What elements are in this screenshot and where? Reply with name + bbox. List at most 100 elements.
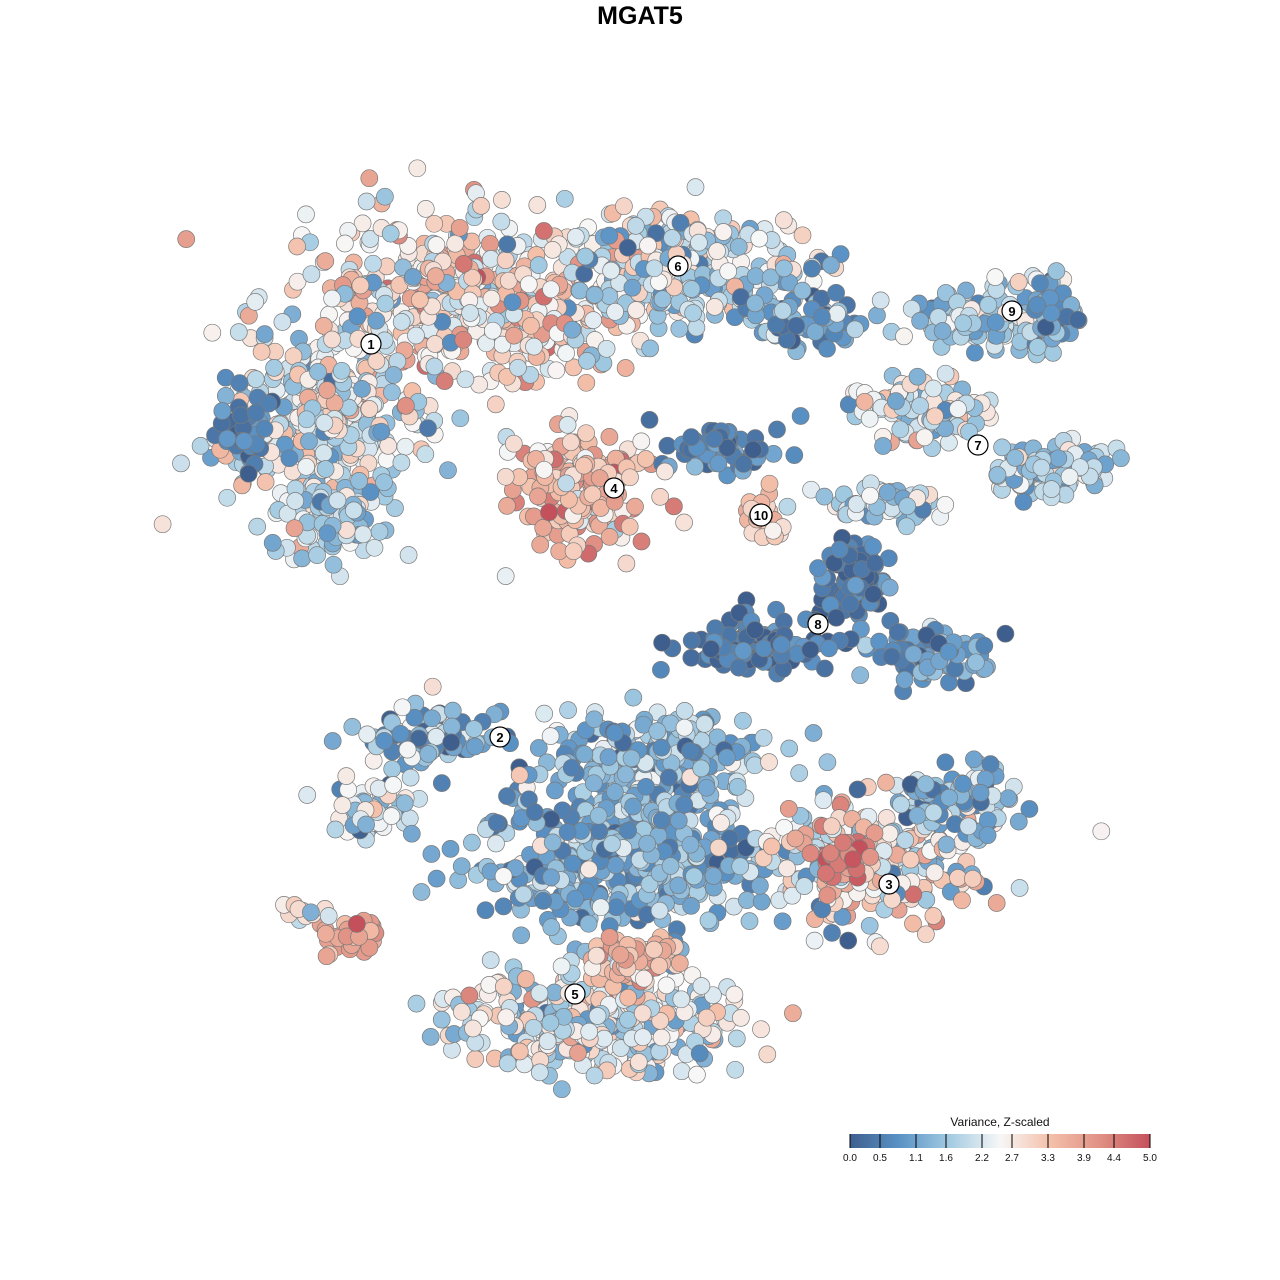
- cell-point: [719, 262, 738, 281]
- cell-point: [708, 242, 726, 260]
- cell-point: [645, 940, 663, 959]
- cell-point: [839, 931, 858, 950]
- cell-point: [653, 290, 672, 309]
- cell-point: [466, 737, 484, 756]
- cell-point: [880, 578, 899, 597]
- cell-point: [309, 363, 327, 381]
- cell-point: [671, 214, 690, 232]
- cell-point: [421, 1028, 440, 1046]
- cell-point: [563, 320, 582, 339]
- cell-point: [619, 821, 637, 840]
- cell-point: [246, 293, 265, 311]
- cell-point: [600, 226, 619, 245]
- cell-point: [697, 778, 716, 797]
- cell-point: [318, 524, 337, 543]
- cell-point: [360, 400, 379, 418]
- cell-point: [986, 313, 1005, 332]
- cell-point: [504, 434, 523, 453]
- cell-point: [302, 903, 320, 922]
- cell-point: [361, 483, 380, 501]
- cell-point: [218, 488, 237, 507]
- cell-point: [1006, 449, 1025, 467]
- cell-point: [172, 454, 190, 473]
- cell-point: [590, 822, 609, 841]
- cell-point: [333, 796, 352, 814]
- cell-point: [481, 951, 500, 969]
- cell-point: [386, 499, 404, 517]
- cell-point: [926, 407, 944, 426]
- legend-tick-label: 0.0: [843, 1153, 857, 1164]
- cell-point: [314, 444, 333, 462]
- cell-point: [425, 214, 444, 233]
- cell-point: [729, 658, 748, 677]
- cell-point: [514, 885, 533, 904]
- cell-point: [542, 868, 560, 887]
- cell-point: [1014, 493, 1033, 511]
- cell-point: [738, 891, 756, 909]
- cell-point: [987, 894, 1006, 912]
- cell-point: [410, 291, 429, 309]
- cell-point: [963, 869, 982, 888]
- cell-point: [486, 395, 505, 414]
- cell-point: [452, 857, 471, 876]
- cell-point: [357, 192, 376, 211]
- cell-point: [692, 759, 711, 778]
- cell-point: [632, 532, 651, 551]
- cell-point: [1092, 822, 1111, 841]
- cell-point: [616, 765, 635, 784]
- cell-point: [760, 753, 778, 771]
- cell-point: [988, 466, 1007, 484]
- cell-point: [652, 660, 670, 679]
- cell-point: [454, 330, 473, 349]
- cell-point: [535, 222, 553, 240]
- cell-point: [229, 323, 248, 341]
- cell-point: [326, 820, 345, 839]
- cell-point: [252, 342, 271, 361]
- cell-point: [585, 710, 604, 729]
- cell-point: [925, 863, 944, 882]
- cell-point: [868, 306, 886, 325]
- cell-point: [891, 420, 910, 439]
- cell-point: [439, 461, 457, 480]
- cell-point: [619, 988, 638, 1007]
- cell-point: [323, 289, 341, 308]
- cell-point: [557, 344, 575, 362]
- cell-point: [487, 834, 505, 853]
- cell-point: [959, 817, 978, 836]
- cell-point: [432, 1010, 451, 1029]
- cell-point: [399, 546, 418, 564]
- cell-point: [633, 1004, 652, 1023]
- cell-point: [1009, 812, 1028, 831]
- cell-point: [746, 267, 765, 286]
- cell-point: [844, 850, 862, 869]
- cell-point: [383, 760, 402, 778]
- cell-point: [256, 473, 275, 491]
- cell-point: [682, 428, 701, 446]
- cell-point: [605, 723, 624, 742]
- cell-point: [416, 200, 435, 218]
- cell-point: [383, 383, 401, 402]
- cell-point: [316, 924, 335, 943]
- cell-point: [697, 1008, 716, 1027]
- cell-point: [658, 436, 677, 455]
- cell-point: [416, 445, 435, 464]
- cell-point: [618, 238, 637, 257]
- cell-point: [494, 867, 513, 885]
- cell-point: [624, 688, 643, 707]
- cell-point: [966, 343, 984, 362]
- cell-point: [464, 1019, 482, 1038]
- cell-point: [705, 298, 724, 316]
- cell-point: [728, 777, 747, 796]
- cell-point: [752, 892, 771, 911]
- cell-point: [611, 945, 630, 964]
- legend-tick-label: 4.4: [1107, 1153, 1121, 1164]
- cell-point: [704, 867, 723, 885]
- cell-point: [768, 420, 786, 439]
- cell-point: [465, 720, 483, 738]
- cell-point: [308, 546, 326, 564]
- cell-point: [663, 229, 681, 247]
- cell-point: [637, 777, 655, 796]
- cell-point: [566, 889, 585, 908]
- cell-point: [263, 534, 282, 552]
- cell-point: [314, 317, 333, 335]
